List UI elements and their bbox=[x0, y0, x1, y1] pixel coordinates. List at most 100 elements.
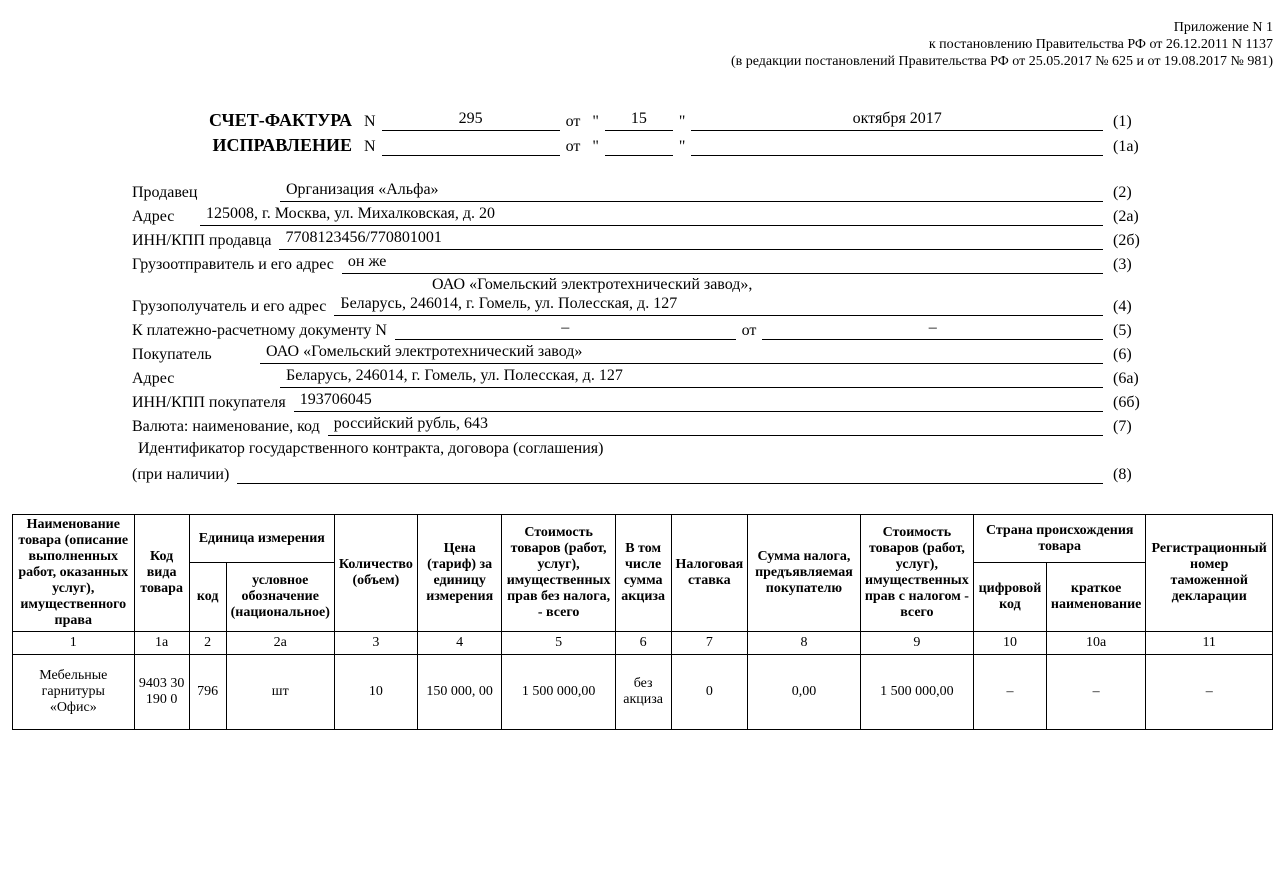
coln-11: 11 bbox=[1146, 632, 1273, 655]
cell-c4: 150 000, 00 bbox=[417, 655, 502, 730]
appendix-line2: к постановлению Правительства РФ от 26.1… bbox=[12, 37, 1273, 54]
coln-8: 8 bbox=[748, 632, 861, 655]
buyer-value: ОАО «Гомельский электротехнический завод… bbox=[260, 343, 1103, 364]
coln-5: 5 bbox=[502, 632, 615, 655]
cell-c7: 0 bbox=[671, 655, 748, 730]
coln-10a: 10а bbox=[1046, 632, 1146, 655]
q-close-1: " bbox=[673, 113, 692, 131]
shipper-value: он же bbox=[342, 253, 1103, 274]
th-c4: Цена (тариф) за единицу измерения bbox=[417, 515, 502, 632]
coln-7: 7 bbox=[671, 632, 748, 655]
th-c1a: Код вида товара bbox=[134, 515, 189, 632]
ref-1a: (1а) bbox=[1103, 138, 1153, 156]
appendix-line1: Приложение N 1 bbox=[12, 20, 1273, 37]
th-c1: Наименование товара (описание выполненны… bbox=[13, 515, 135, 632]
ref-8: (8) bbox=[1103, 466, 1153, 484]
th-c9: Стоимость товаров (работ, услуг), имущес… bbox=[860, 515, 973, 632]
seller-row: Продавец Организация «Альфа» (2) bbox=[132, 180, 1153, 202]
th-c5: Стоимость товаров (работ, услуг), имущес… bbox=[502, 515, 615, 632]
cell-c1a: 9403 30 190 0 bbox=[134, 655, 189, 730]
buyer-row: Покупатель ОАО «Гомельский электротехнич… bbox=[132, 342, 1153, 364]
currency-row: Валюта: наименование, код российский руб… bbox=[132, 414, 1153, 436]
consignee-label: Грузополучатель и его адрес bbox=[132, 298, 334, 316]
from-label-2: от bbox=[560, 138, 587, 156]
cell-c8: 0,00 bbox=[748, 655, 861, 730]
th-c2: код bbox=[189, 563, 226, 632]
n-label-1: N bbox=[358, 113, 382, 131]
buyer-label: Покупатель bbox=[132, 346, 260, 364]
cell-c2a: шт bbox=[226, 655, 334, 730]
seller-inn-label: ИНН/КПП продавца bbox=[132, 232, 279, 250]
contract-id-label1: Идентификатор государственного контракта… bbox=[132, 440, 1103, 460]
contract-id-row-1: Идентификатор государственного контракта… bbox=[132, 438, 1153, 460]
col-num-row: 1 1а 2 2а 3 4 5 6 7 8 9 10 10а 11 bbox=[13, 632, 1273, 655]
address-value: 125008, г. Москва, ул. Михалковская, д. … bbox=[200, 205, 1103, 226]
correction-title-row: ИСПРАВЛЕНИЕ N от " " (1а) bbox=[132, 135, 1153, 156]
buyer-address-row: Адрес Беларусь, 246014, г. Гомель, ул. П… bbox=[132, 366, 1153, 388]
seller-inn-row: ИНН/КПП продавца 7708123456/770801001 (2… bbox=[132, 228, 1153, 250]
invoice-number: 295 bbox=[382, 110, 560, 131]
th-c11: Регистрационный номер таможенной деклара… bbox=[1146, 515, 1273, 632]
buyer-inn-value: 193706045 bbox=[294, 391, 1103, 412]
seller-value: Организация «Альфа» bbox=[280, 181, 1103, 202]
table-body: Мебельные гарнитуры «Офис» 9403 30 190 0… bbox=[13, 655, 1273, 730]
consignee-extra-line: ОАО «Гомельский электротехнический завод… bbox=[132, 276, 1153, 294]
payment-doc-date: – bbox=[762, 319, 1103, 340]
cell-c2: 796 bbox=[189, 655, 226, 730]
from-label-1: от bbox=[560, 113, 587, 131]
ref-5: (5) bbox=[1103, 322, 1153, 340]
th-c3: Количество (объем) bbox=[334, 515, 417, 632]
ref-3: (3) bbox=[1103, 256, 1153, 274]
coln-3: 3 bbox=[334, 632, 417, 655]
ref-6: (6) bbox=[1103, 346, 1153, 364]
buyer-inn-row: ИНН/КПП покупателя 193706045 (6б) bbox=[132, 390, 1153, 412]
consignee-row: Грузополучатель и его адрес Беларусь, 24… bbox=[132, 294, 1153, 316]
th-c2a: условное обозначение (национальное) bbox=[226, 563, 334, 632]
coln-2a: 2а bbox=[226, 632, 334, 655]
cell-c5: 1 500 000,00 bbox=[502, 655, 615, 730]
coln-2: 2 bbox=[189, 632, 226, 655]
buyer-address-label: Адрес bbox=[132, 370, 280, 388]
cell-c10: – bbox=[974, 655, 1047, 730]
th-c10a: краткое наименование bbox=[1046, 563, 1146, 632]
payment-doc-row: К платежно-расчетному документу N – от –… bbox=[132, 318, 1153, 340]
coln-6: 6 bbox=[615, 632, 671, 655]
ref-7: (7) bbox=[1103, 418, 1153, 436]
th-c10: цифровой код bbox=[974, 563, 1047, 632]
address-row: Адрес 125008, г. Москва, ул. Михалковска… bbox=[132, 204, 1153, 226]
shipper-row: Грузоотправитель и его адрес он же (3) bbox=[132, 252, 1153, 274]
q-open-1: " bbox=[586, 113, 605, 131]
cell-c9: 1 500 000,00 bbox=[860, 655, 973, 730]
ref-2a: (2а) bbox=[1103, 208, 1153, 226]
address-label: Адрес bbox=[132, 208, 200, 226]
n-label-2: N bbox=[358, 138, 382, 156]
seller-inn-value: 7708123456/770801001 bbox=[279, 229, 1103, 250]
coln-4: 4 bbox=[417, 632, 502, 655]
cell-c1: Мебельные гарнитуры «Офис» bbox=[13, 655, 135, 730]
coln-10: 10 bbox=[974, 632, 1047, 655]
buyer-inn-label: ИНН/КПП покупателя bbox=[132, 394, 294, 412]
payment-doc-n: – bbox=[395, 319, 736, 340]
invoice-table: Наименование товара (описание выполненны… bbox=[12, 514, 1273, 730]
ref-6b: (6б) bbox=[1103, 394, 1153, 412]
consignee-value: Беларусь, 246014, г. Гомель, ул. Полесск… bbox=[334, 295, 1103, 316]
cell-c11: – bbox=[1146, 655, 1273, 730]
cell-c6: без акциза bbox=[615, 655, 671, 730]
correction-number bbox=[382, 135, 560, 156]
seller-label: Продавец bbox=[132, 184, 280, 202]
table-head: Наименование товара (описание выполненны… bbox=[13, 515, 1273, 655]
cell-c10a: – bbox=[1046, 655, 1146, 730]
th-unit-group: Единица измерения bbox=[189, 515, 334, 563]
contract-id-value bbox=[237, 463, 1103, 484]
appendix-line3: (в редакции постановлений Правительства … bbox=[12, 54, 1273, 71]
invoice-month-year: октября 2017 bbox=[691, 110, 1103, 131]
th-c8: Сумма налога, предъявляемая покупателю bbox=[748, 515, 861, 632]
invoice-day: 15 bbox=[605, 110, 673, 131]
q-open-2: " bbox=[586, 138, 605, 156]
payment-doc-label: К платежно-расчетному документу N bbox=[132, 322, 395, 340]
ref-4: (4) bbox=[1103, 298, 1153, 316]
ref-6a: (6а) bbox=[1103, 370, 1153, 388]
correction-label: ИСПРАВЛЕНИЕ bbox=[132, 135, 358, 156]
th-c7: Налоговая ставка bbox=[671, 515, 748, 632]
ref-2: (2) bbox=[1103, 184, 1153, 202]
